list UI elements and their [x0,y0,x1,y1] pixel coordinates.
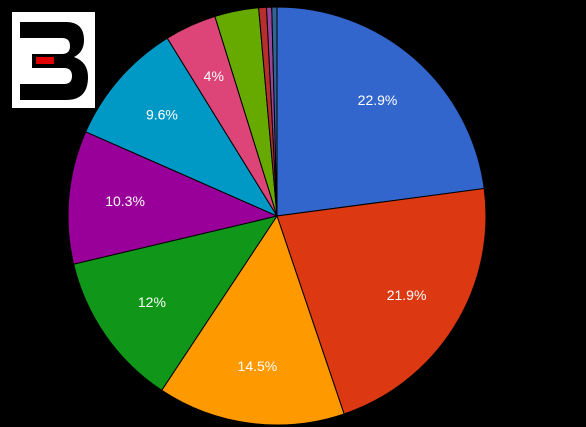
data-label: 4% [204,68,224,84]
data-label: 14.5% [238,358,278,374]
data-label: 12% [138,294,166,310]
pie-slice [85,37,279,218]
pie-slice [276,187,487,415]
pie-slice [73,215,279,392]
pie-slice [161,214,345,426]
pie-slice [276,6,485,217]
data-label: 21.9% [387,287,427,303]
data-label: 10.3% [105,193,145,209]
data-label: 22.9% [358,92,398,108]
data-label: 9.6% [146,107,178,123]
pie-slice [271,6,278,217]
logo [12,12,95,108]
pie-slice [67,131,279,265]
logo-accent [36,57,54,64]
pie: 22.9% 21.9% 14.5% 12% 10.3% 9.6% 4% [67,6,487,426]
